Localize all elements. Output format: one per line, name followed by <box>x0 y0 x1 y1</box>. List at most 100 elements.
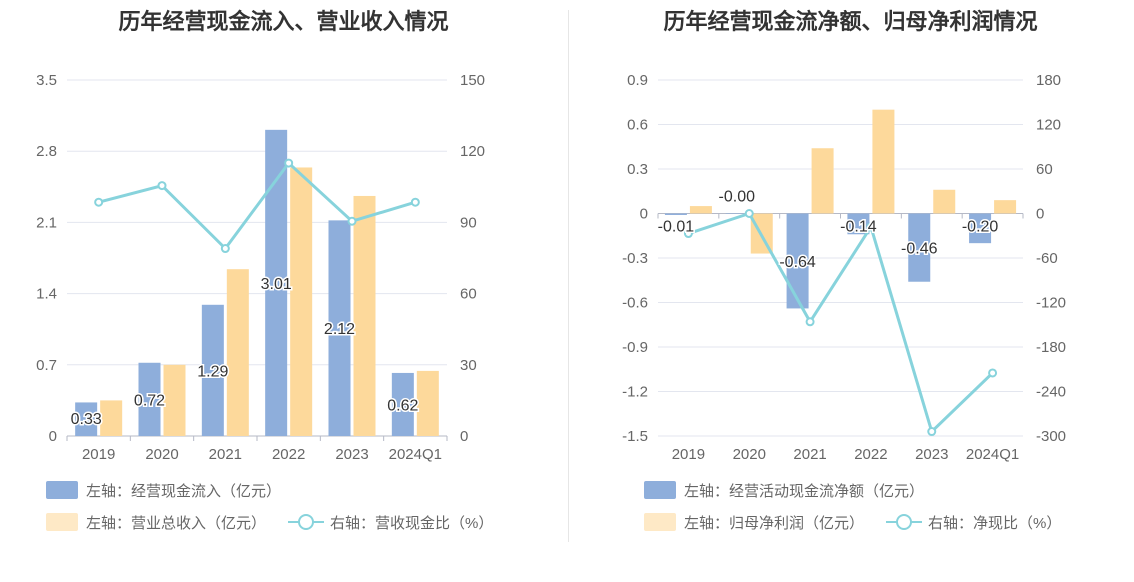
y-right-tick-label: 60 <box>460 286 477 303</box>
legend-item-net-ratio[interactable]: 右轴：净现比（%） <box>886 512 1061 533</box>
legend-item-revenue[interactable]: 左轴：营业总收入（亿元） <box>46 512 266 533</box>
bar-primary <box>664 213 687 215</box>
y-right-tick-label: 120 <box>460 143 485 160</box>
x-tick-label: 2024Q1 <box>966 446 1019 463</box>
chart-canvas: -1.5 -1.2 -0.9 -0.6 -0.3 0 0.3 0.6 0.9 -300 -240 -1… <box>622 72 1066 463</box>
legend-item-cash-inflow[interactable]: 左轴：经营现金流入（亿元） <box>46 480 281 501</box>
y-right-tick-label: -180 <box>1036 339 1066 356</box>
bar-primary <box>725 213 748 214</box>
line-point <box>866 222 876 232</box>
line-point <box>347 216 357 226</box>
line-point <box>988 368 998 378</box>
line-point <box>410 197 420 207</box>
chart-canvas: 0 0.7 1.4 2.1 2.8 3.5 0 30 60 90 120 150 2019 2020 202… <box>36 72 485 463</box>
y-right-tick-label: 120 <box>1036 117 1061 134</box>
data-label: -0.46 <box>901 241 938 258</box>
legend-swatch-secondary <box>644 513 676 531</box>
legend-row-2: 左轴：归母净利润（亿元） 右轴：净现比（%） <box>644 511 1083 533</box>
bar-secondary <box>353 195 376 436</box>
x-tick-label: 2021 <box>209 446 242 463</box>
x-tick-label: 2021 <box>793 446 826 463</box>
y-left-tick-label: -0.9 <box>622 339 648 356</box>
line-point <box>744 209 754 218</box>
y-right-tick-label: -60 <box>1036 250 1058 267</box>
bar-secondary <box>689 206 712 214</box>
x-tick-label: 2023 <box>335 446 368 463</box>
y-right-tick-label: 90 <box>460 214 477 231</box>
bar-primary <box>969 213 992 244</box>
x-tick-label: 2020 <box>733 446 766 463</box>
y-left-tick-label: 0.3 <box>627 161 648 178</box>
bar-secondary <box>811 148 834 214</box>
line-point <box>927 427 937 437</box>
line-point <box>94 197 104 207</box>
bar-secondary <box>163 364 186 436</box>
legend-line-icon <box>288 513 325 531</box>
data-label: 0.72 <box>134 392 165 409</box>
legend-swatch-primary <box>46 481 78 499</box>
y-left-tick-label: 0.7 <box>36 357 57 374</box>
line-point <box>220 244 230 254</box>
data-label: -0.00 <box>719 189 756 206</box>
bar-secondary <box>994 200 1017 214</box>
y-left-tick-label: -0.6 <box>622 295 648 312</box>
data-label: -0.01 <box>658 219 695 236</box>
legend-swatch-secondary <box>46 513 78 531</box>
bar-primary <box>201 304 224 436</box>
legend-item-net-cash[interactable]: 左轴：经营活动现金流净额（亿元） <box>644 480 924 501</box>
y-right-tick-label: 0 <box>1036 206 1044 223</box>
y-left-tick-label: -1.2 <box>622 384 648 401</box>
y-right-tick-label: 30 <box>460 357 477 374</box>
line-series <box>687 211 994 435</box>
bar-secondary <box>872 109 895 214</box>
y-left-tick-label: 3.5 <box>36 72 57 89</box>
bar-secondary <box>933 189 956 214</box>
legend-label: 右轴：营收现金比（%） <box>330 514 494 532</box>
bar-primary <box>265 129 288 436</box>
bar-secondary <box>416 370 439 436</box>
legend-row-1: 左轴：经营现金流入（亿元） <box>46 479 303 501</box>
legend-label: 左轴：经营现金流入（亿元） <box>86 482 282 500</box>
legend-item-net-profit[interactable]: 左轴：归母净利润（亿元） <box>644 512 864 533</box>
data-label: -0.64 <box>779 254 816 271</box>
y-right-tick-label: 60 <box>1036 161 1053 178</box>
bar-primary <box>138 362 161 436</box>
y-left-tick-label: -0.3 <box>622 250 648 267</box>
line-point <box>805 317 815 327</box>
y-right-tick-label: 0 <box>460 428 468 445</box>
legend-swatch-primary <box>644 481 676 499</box>
line-point <box>284 158 294 168</box>
line-series <box>98 160 416 251</box>
y-right-tick-label: -120 <box>1036 295 1066 312</box>
data-label: 0.33 <box>71 411 102 428</box>
legend-item-ratio[interactable]: 右轴：营收现金比（%） <box>288 512 493 533</box>
chart-title: 历年经营现金流入、营业收入情况 <box>118 9 449 34</box>
x-tick-label: 2022 <box>272 446 305 463</box>
bar-secondary <box>100 400 123 436</box>
x-tick-label: 2020 <box>145 446 178 463</box>
legend-row-1: 左轴：经营活动现金流净额（亿元） <box>644 479 946 501</box>
x-tick-label: 2019 <box>82 446 115 463</box>
line-point <box>683 229 693 239</box>
data-label: 1.29 <box>197 363 228 380</box>
legend-label: 左轴：经营活动现金流净额（亿元） <box>684 482 925 500</box>
bar-primary <box>786 213 809 309</box>
y-right-tick-label: -300 <box>1036 428 1066 445</box>
data-label: -0.14 <box>840 219 877 236</box>
line-point <box>157 181 167 191</box>
x-tick-label: 2024Q1 <box>389 446 442 463</box>
y-left-tick-label: -1.5 <box>622 428 648 445</box>
chart-panel-cash-inflow: 历年经营现金流入、营业收入情况 0 0.7 1.4 2.1 2.8 3.5 0 30 60 90 1… <box>36 9 515 533</box>
legend-row-2: 左轴：营业总收入（亿元） 右轴：营收现金比（%） <box>46 511 515 533</box>
bar-primary <box>391 372 414 436</box>
data-label: 3.01 <box>261 276 292 293</box>
y-left-tick-label: 2.1 <box>36 214 57 231</box>
data-label: 2.12 <box>324 321 355 338</box>
y-left-tick-label: 0.6 <box>627 117 648 134</box>
y-left-tick-label: 1.4 <box>36 286 57 303</box>
y-left-tick-label: 0 <box>49 428 57 445</box>
y-right-tick-label: -240 <box>1036 384 1066 401</box>
bar-primary <box>75 402 98 436</box>
y-right-tick-label: 150 <box>460 72 485 89</box>
legend-label: 右轴：净现比（%） <box>928 514 1062 532</box>
